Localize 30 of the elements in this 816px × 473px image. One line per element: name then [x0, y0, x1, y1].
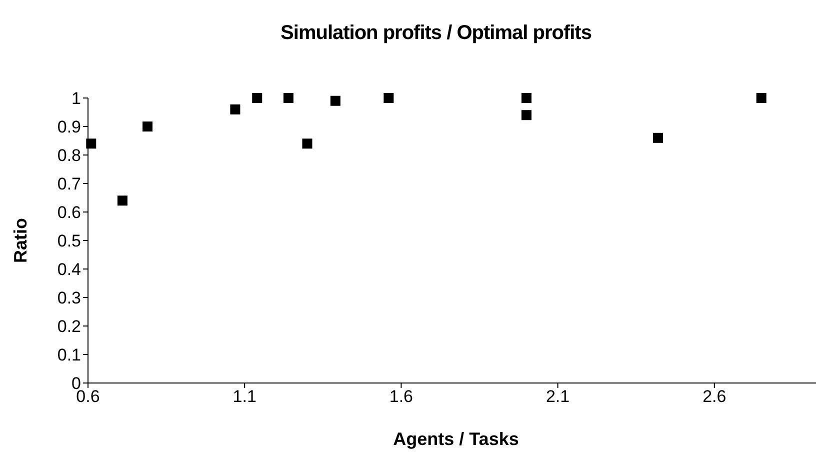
- point: [330, 96, 340, 106]
- y-tick-label: 0.2: [57, 317, 81, 336]
- chart-title: Simulation profits / Optimal profits: [280, 22, 592, 45]
- x-axis-title: Agents / Tasks: [393, 429, 519, 449]
- point: [521, 93, 532, 103]
- point: [283, 93, 294, 103]
- y-tick-label: 1: [72, 89, 81, 108]
- point: [230, 104, 240, 114]
- y-tick-label: 0.6: [57, 203, 81, 222]
- y-tick-label: 0.3: [57, 288, 81, 308]
- y-tick-label: 0.5: [57, 232, 81, 251]
- point: [756, 93, 766, 103]
- point: [653, 132, 664, 143]
- y-axis-title: Ratio: [10, 218, 30, 263]
- x-tick-label: 1.6: [389, 387, 414, 406]
- y-tick-label: 0.1: [57, 346, 81, 365]
- point: [384, 93, 394, 103]
- x-tick-label: 2.1: [546, 387, 570, 406]
- point: [252, 93, 262, 103]
- x-tick-label: 2.6: [702, 387, 726, 406]
- y-tick-label: 0.7: [57, 174, 81, 194]
- point: [302, 138, 312, 149]
- y-tick-label: 0.8: [57, 146, 81, 166]
- y-tick-label: 0.4: [57, 260, 81, 280]
- point: [117, 196, 128, 206]
- point: [142, 122, 153, 132]
- point: [86, 138, 96, 149]
- point: [521, 110, 532, 120]
- y-tick-label: 0.9: [57, 118, 81, 137]
- x-tick-label: 1.1: [232, 387, 256, 406]
